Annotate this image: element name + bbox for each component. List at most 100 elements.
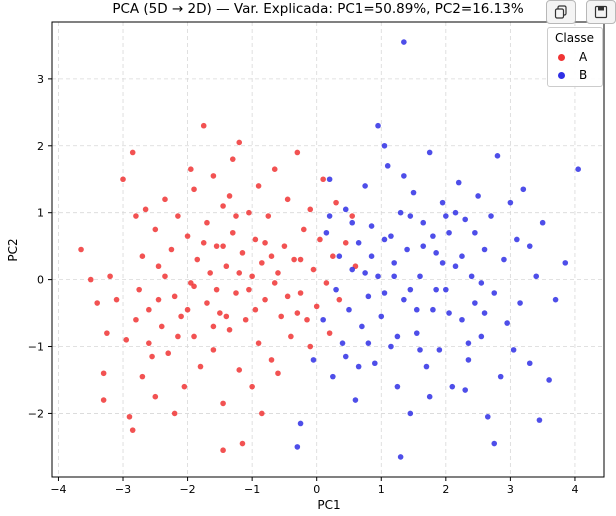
legend-label-a: A [579, 50, 588, 64]
point-a [236, 367, 243, 373]
point-a [255, 340, 262, 346]
point-b [526, 360, 533, 367]
point-b [336, 253, 343, 259]
point-b [562, 260, 569, 266]
point-b [394, 333, 401, 340]
point-a [226, 326, 233, 333]
point-a [126, 413, 133, 420]
point-b [459, 316, 465, 323]
point-a [275, 270, 281, 276]
point-a [223, 313, 230, 320]
point-a [200, 240, 207, 246]
x-tick-label: −1 [244, 483, 260, 496]
point-b [430, 306, 436, 313]
point-b [359, 323, 365, 330]
point-b [407, 410, 414, 417]
point-a [233, 290, 239, 296]
point-b [446, 310, 452, 316]
point-a [291, 256, 297, 263]
point-a [262, 240, 268, 246]
point-a [242, 316, 249, 323]
point-a [136, 286, 142, 293]
point-b [420, 243, 427, 249]
point-b [397, 454, 404, 460]
legend: Classe A B [547, 27, 603, 87]
point-a [168, 246, 175, 253]
point-a [129, 149, 136, 156]
save-button[interactable] [586, 0, 616, 24]
point-a [294, 310, 301, 316]
point-b [391, 260, 397, 266]
point-b [372, 360, 378, 367]
point-b [546, 377, 552, 383]
point-b [510, 347, 517, 353]
point-a [87, 276, 94, 283]
point-a [152, 393, 159, 400]
point-a [265, 213, 272, 219]
x-axis-ticks: −4 −3 −2 −1 0 1 2 3 4 [50, 477, 578, 496]
x-tick-label: 1 [378, 483, 385, 496]
point-b [507, 199, 514, 206]
legend-item-a: A [558, 50, 587, 64]
point-a [191, 283, 197, 290]
point-b [294, 444, 301, 450]
point-a [326, 330, 333, 336]
point-a [300, 226, 307, 233]
point-b [355, 363, 362, 370]
point-a [155, 296, 162, 303]
point-b [497, 373, 504, 380]
x-axis-label: PC1 [317, 498, 340, 512]
point-a [204, 300, 210, 306]
point-b [446, 229, 452, 236]
point-a [229, 229, 236, 236]
point-a [133, 316, 139, 323]
point-a [297, 256, 304, 263]
x-tick-label: 3 [507, 483, 514, 496]
point-a [146, 340, 152, 346]
point-b [407, 286, 414, 293]
point-b [355, 240, 362, 246]
point-a [249, 383, 255, 390]
point-a [152, 226, 159, 233]
point-a [226, 193, 233, 199]
point-b [352, 397, 359, 403]
point-a [317, 236, 323, 243]
point-a [229, 156, 236, 162]
point-b [381, 142, 388, 149]
y-tick-label: 0 [37, 274, 44, 287]
legend-marker-b [558, 71, 565, 79]
point-b [501, 256, 507, 263]
point-a [310, 266, 317, 273]
point-b [465, 357, 472, 363]
point-a [184, 306, 191, 313]
point-a [171, 293, 178, 300]
copy-button[interactable] [546, 0, 576, 24]
point-b [365, 293, 372, 300]
point-a [210, 323, 217, 330]
point-a [220, 203, 226, 209]
point-a [146, 306, 152, 313]
point-a [259, 410, 265, 417]
point-b [517, 300, 523, 306]
x-tick-label: 2 [442, 483, 449, 496]
point-a [252, 306, 259, 313]
point-a [100, 370, 107, 377]
point-b [491, 290, 498, 296]
point-a [307, 206, 314, 213]
point-a [155, 263, 162, 270]
point-a [288, 333, 294, 340]
legend-label-b: B [579, 68, 588, 82]
point-a [320, 176, 326, 183]
point-a [220, 400, 226, 407]
legend-item-b: B [558, 68, 587, 82]
point-a [307, 343, 314, 350]
grid-lines [52, 22, 604, 477]
y-tick-label: 1 [37, 207, 44, 220]
point-a [281, 243, 288, 249]
point-b [407, 213, 414, 219]
point-b [375, 122, 381, 129]
point-b [368, 223, 375, 229]
point-b [362, 183, 368, 189]
point-a [271, 280, 278, 286]
